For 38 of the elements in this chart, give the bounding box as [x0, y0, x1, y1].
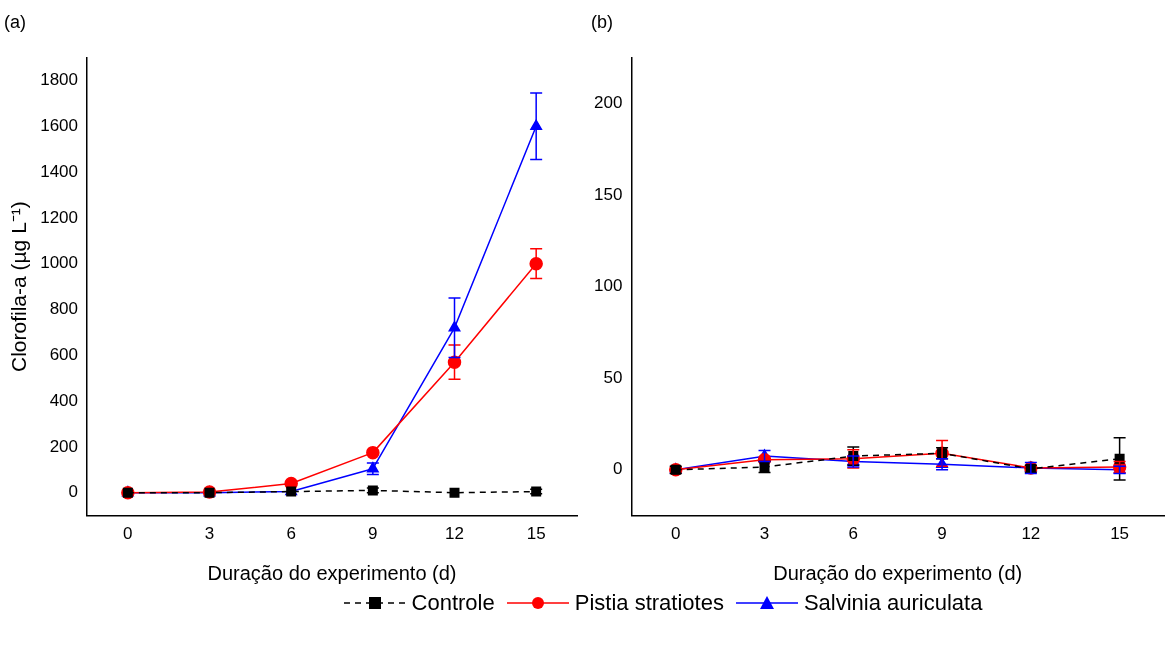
- y-tick-label: 400: [49, 390, 79, 410]
- y-axis-title: Clorofila-a (µg L⁻¹): [7, 201, 31, 373]
- x-tick-label: 3: [204, 524, 215, 544]
- point: [449, 487, 460, 498]
- x-tick-label: 6: [848, 524, 859, 544]
- x-tick-label: 3: [759, 524, 770, 544]
- y-tick-label: 50: [603, 367, 623, 387]
- y-tick-label: 100: [593, 276, 623, 296]
- x-tick-label: 9: [937, 524, 947, 544]
- x-tick-label: 0: [123, 524, 133, 544]
- chart-title: (b): [591, 11, 613, 32]
- y-tick-label: 1800: [40, 70, 79, 90]
- x-tick-label: 12: [1021, 524, 1041, 544]
- chart-title: (a): [4, 11, 26, 32]
- legend-label: Pistia stratiotes: [574, 590, 724, 616]
- y-tick-label: 150: [593, 184, 623, 204]
- x-tick-label: 15: [526, 524, 546, 544]
- point: [366, 445, 380, 460]
- x-tick-label: 0: [671, 524, 681, 544]
- x-tick-label: 12: [445, 524, 464, 544]
- y-tick-label: 0: [612, 459, 623, 479]
- y-tick-label: 600: [49, 344, 79, 364]
- x-axis-title: Duração do experimento (d): [773, 561, 1023, 584]
- legend-label: Salvinia auriculata: [803, 590, 983, 616]
- y-tick-label: 200: [49, 436, 79, 456]
- y-tick-label: 1600: [40, 115, 79, 135]
- legend-label: Controle: [411, 590, 495, 616]
- x-tick-label: 6: [286, 524, 296, 544]
- y-tick-label: 800: [49, 299, 79, 319]
- y-tick-label: 1000: [40, 253, 79, 273]
- y-tick-label: 200: [593, 93, 623, 113]
- y-tick-label: 0: [68, 482, 79, 502]
- x-tick-label: 15: [1110, 524, 1130, 544]
- x-axis-title: Duração do experimento (d): [207, 561, 457, 584]
- y-tick-label: 1400: [40, 161, 79, 181]
- y-tick-label: 1200: [40, 207, 79, 227]
- x-tick-label: 9: [368, 524, 378, 544]
- point: [448, 321, 461, 332]
